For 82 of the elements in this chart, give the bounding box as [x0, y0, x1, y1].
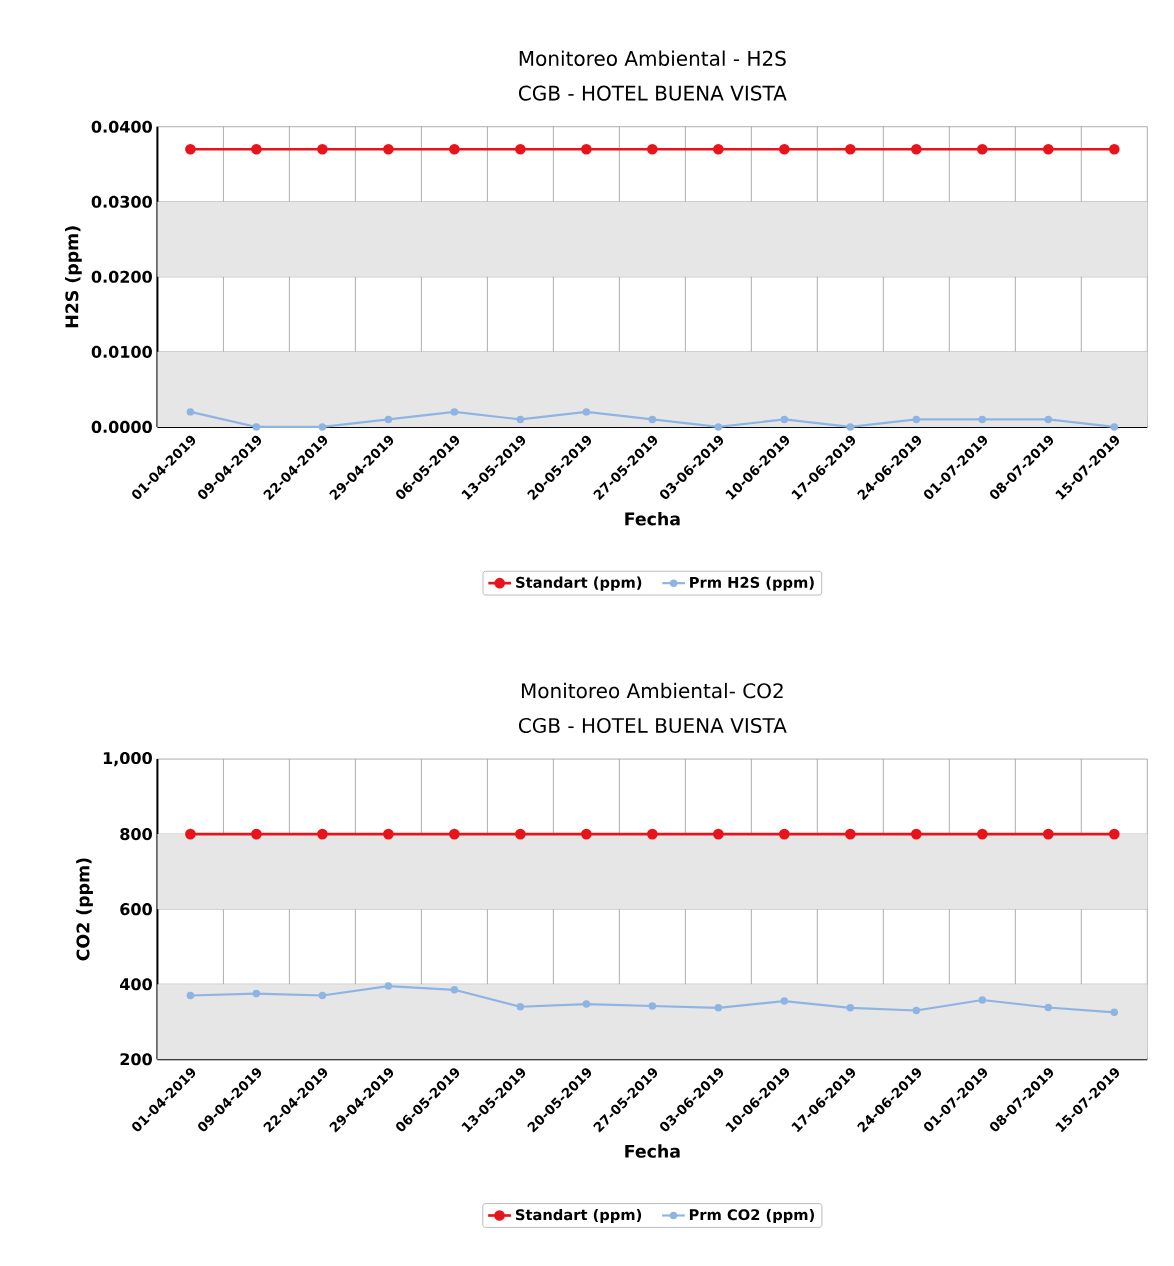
point: [1042, 828, 1054, 840]
legend-label: Prm CO2 (ppm): [689, 1208, 814, 1224]
x-axis-title: Fecha: [625, 512, 680, 526]
point: [581, 143, 592, 155]
chart-title: Monitoreo Ambiental - H2S: [519, 50, 786, 66]
point: [976, 143, 988, 155]
y-tick-label: 400: [120, 978, 152, 991]
point: [252, 989, 261, 998]
point: [383, 143, 394, 155]
y-tick-label: 800: [120, 828, 152, 841]
point: [846, 423, 855, 431]
point: [780, 415, 789, 424]
point: [251, 143, 262, 155]
y-axis-title: CO2 (ppm): [76, 858, 93, 961]
point: [647, 143, 658, 155]
y-tick-label: 1,000: [103, 751, 152, 767]
point: [978, 996, 987, 1004]
chart-subtitle: CGB - HOTEL BUENA VISTA: [518, 717, 787, 734]
legend-label: Standart (ppm): [516, 576, 642, 591]
point: [449, 828, 460, 840]
point: [647, 828, 658, 840]
point: [1044, 415, 1053, 424]
point: [912, 415, 921, 424]
point: [317, 828, 328, 840]
point: [648, 415, 657, 424]
point: [516, 1002, 525, 1011]
point: [845, 143, 856, 155]
legend-label: Standart (ppm): [515, 1208, 642, 1224]
point: [450, 986, 459, 994]
y-tick-label: 200: [120, 1053, 152, 1066]
point: [515, 143, 526, 155]
point: [581, 828, 592, 840]
point: [910, 143, 922, 155]
point: [1042, 143, 1054, 155]
point: [384, 415, 393, 424]
y-tick-label: 600: [120, 903, 152, 916]
point: [779, 828, 790, 840]
point: [714, 1004, 723, 1012]
point: [846, 1004, 855, 1012]
point: [251, 828, 262, 840]
x-axis-title: Fecha: [625, 1144, 680, 1158]
point: [845, 828, 856, 840]
point: [1110, 423, 1119, 431]
y-tick-label: 0.0000: [91, 420, 152, 433]
point: [714, 423, 723, 431]
point: [910, 828, 922, 840]
point: [515, 828, 526, 840]
point: [384, 982, 393, 990]
chart-title: Monitoreo Ambiental- CO2: [521, 682, 783, 699]
point: [648, 1002, 657, 1010]
point: [978, 415, 987, 424]
y-tick-label: 0.0100: [91, 345, 152, 358]
point: [185, 828, 196, 840]
point: [185, 143, 196, 155]
point: [450, 408, 459, 416]
point: [1108, 143, 1120, 155]
point: [318, 991, 327, 1000]
point: [318, 423, 327, 431]
point: [186, 991, 195, 1000]
point: [976, 828, 988, 840]
y-axis-title: H2S (ppm): [65, 226, 82, 328]
point: [516, 415, 525, 424]
y-tick-label: 0.0400: [91, 120, 152, 133]
point: [582, 408, 591, 416]
point: [1044, 1003, 1053, 1012]
point: [713, 143, 724, 155]
point: [779, 143, 790, 155]
chart-subtitle: CGB - HOTEL BUENA VISTA: [518, 85, 787, 101]
point: [252, 423, 261, 431]
point: [317, 143, 328, 155]
legend-label: Prm H2S (ppm): [690, 576, 814, 591]
point: [582, 1000, 591, 1008]
point: [383, 828, 394, 840]
y-tick-label: 0.0200: [91, 270, 152, 283]
point: [713, 828, 724, 840]
point: [912, 1006, 921, 1015]
point: [186, 408, 195, 416]
point: [1110, 1008, 1119, 1017]
point: [449, 143, 460, 155]
point: [780, 997, 789, 1005]
y-tick-label: 0.0300: [91, 195, 152, 208]
point: [1108, 828, 1120, 840]
